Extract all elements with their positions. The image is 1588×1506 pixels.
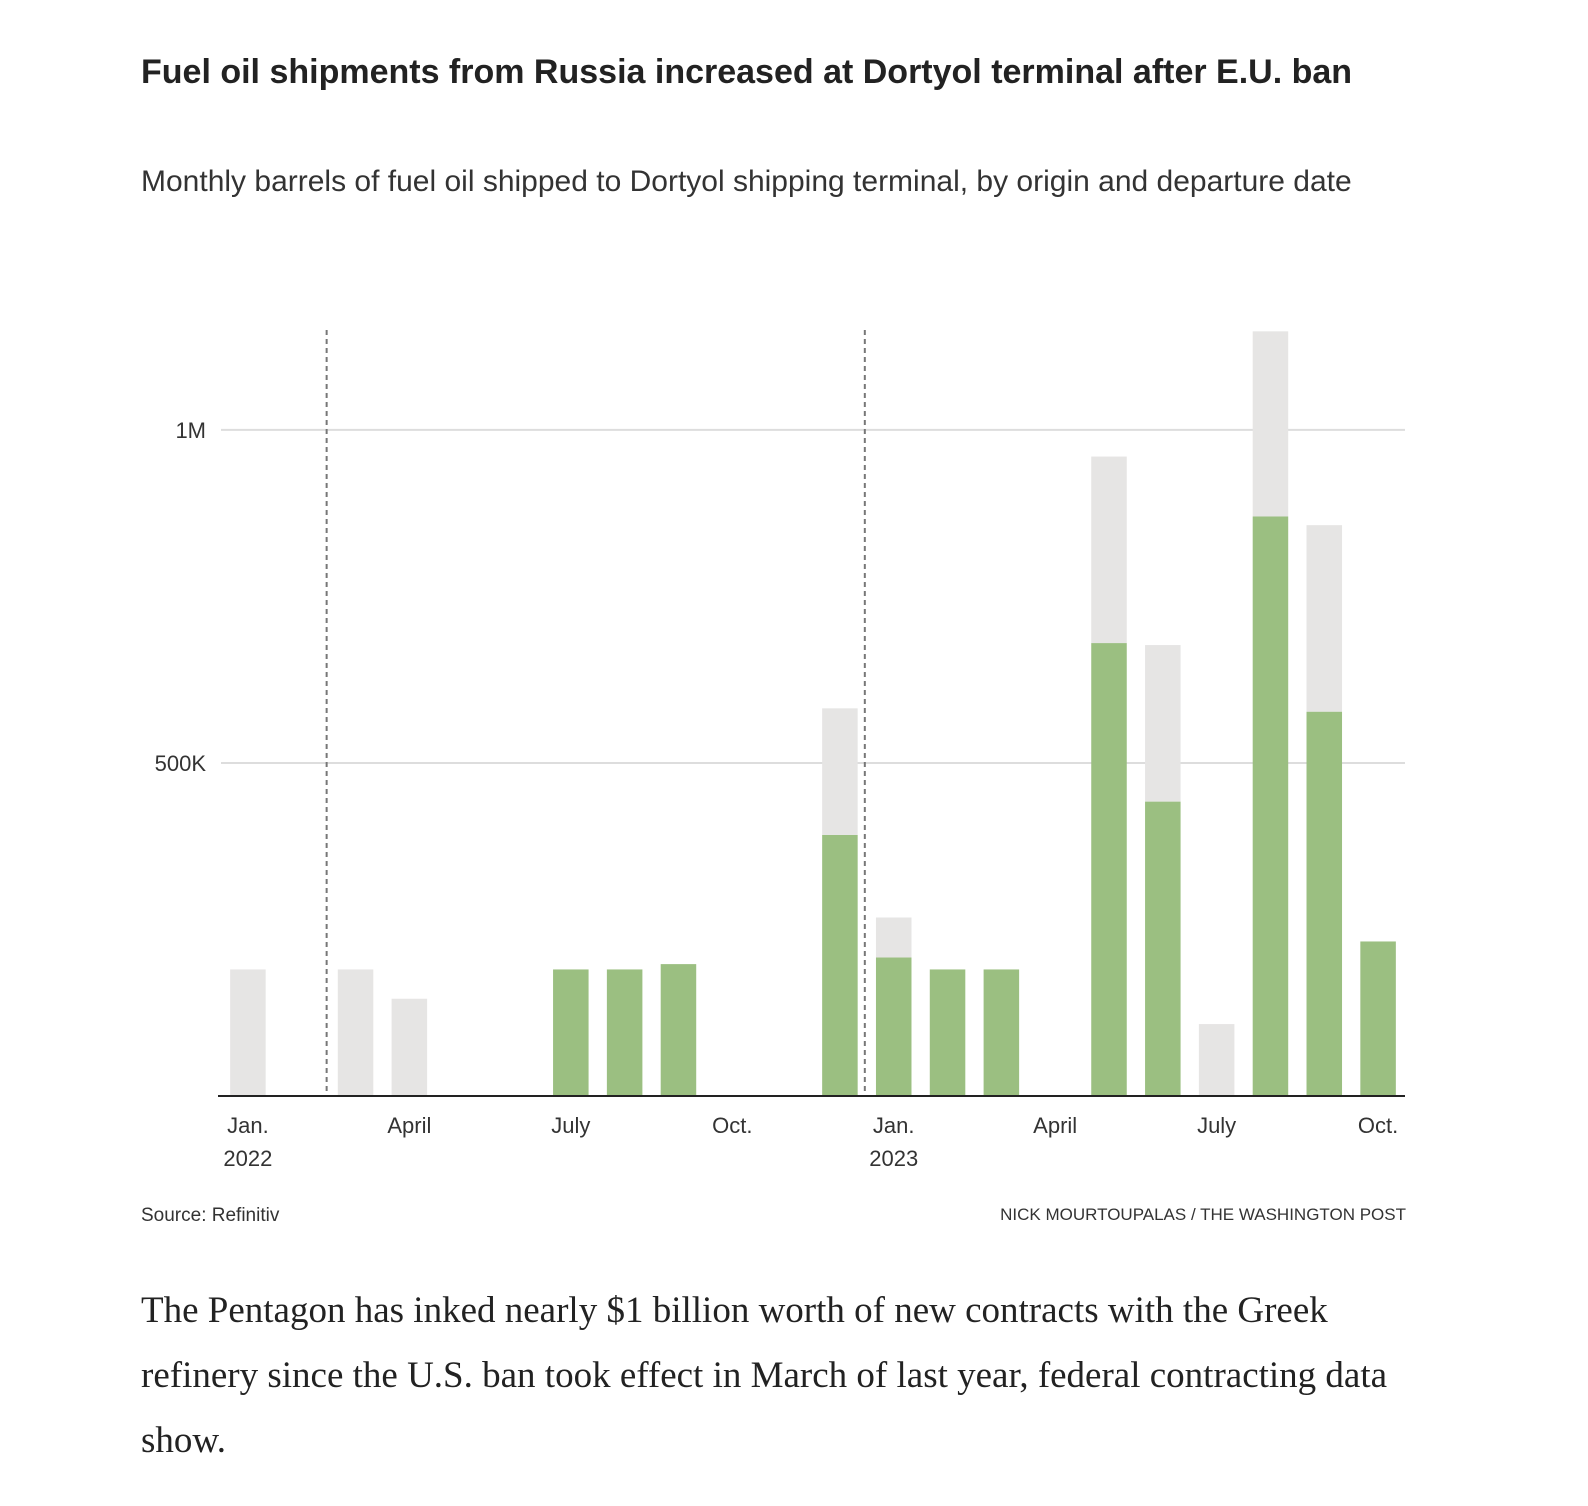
x-tick-label: Oct.	[1358, 1113, 1398, 1138]
bar-russia-2023-03	[983, 969, 1020, 1096]
credit-line: Nick Mourtoupalas / The Washington Post	[1000, 1205, 1406, 1224]
bar-other-2023-05	[1091, 456, 1127, 644]
chart-title: Fuel oil shipments from Russia increased…	[141, 53, 1353, 91]
x-tick-year-label: 2023	[869, 1146, 918, 1171]
article-paragraph: The Pentagon has inked nearly $1 billion…	[141, 1290, 1388, 1461]
x-tick-label: Jan.	[227, 1113, 269, 1138]
y-tick-label: 1M	[175, 418, 206, 443]
x-tick-labels: Jan. 2022 April July Oct. Jan. 2023 April July Oc…	[223, 1113, 1398, 1171]
reference-lines	[325, 330, 866, 1096]
bar-other-2022-12	[822, 708, 858, 835]
x-tick-label: April	[387, 1113, 431, 1138]
bar-russia-2022-08	[606, 969, 643, 1096]
bar-other-2022-01	[230, 969, 266, 1096]
bar-chart: 500K 1M Jan. 2022 April July Oct. Jan. 2023 Apri…	[155, 330, 1405, 1171]
bar-other-2023-09	[1306, 525, 1343, 712]
bar-other-2023-01	[875, 917, 912, 958]
bar-other-2022-03	[337, 969, 374, 1096]
bar-other-2023-08	[1252, 331, 1289, 517]
x-tick-label: Jan.	[873, 1113, 915, 1138]
bar-russia-2023-08	[1252, 516, 1289, 1096]
source-note: Source: Refinitiv	[141, 1205, 280, 1226]
bar-russia-2023-01	[875, 957, 912, 1096]
bars	[230, 331, 1396, 1096]
x-tick-label: Oct.	[712, 1113, 752, 1138]
bar-russia-2023-09	[1306, 711, 1343, 1096]
bar-other-2022-04	[391, 998, 428, 1096]
chart-subtitle: Monthly barrels of fuel oil shipped to D…	[141, 165, 1352, 198]
bar-russia-2023-05	[1091, 643, 1127, 1096]
gridlines	[221, 428, 1405, 764]
bar-russia-2023-02	[929, 969, 966, 1096]
bar-other-2023-06	[1145, 645, 1181, 802]
bar-russia-2022-07	[553, 969, 589, 1096]
bar-russia-2023-06	[1145, 801, 1181, 1096]
y-tick-labels: 500K 1M	[155, 418, 207, 776]
bar-russia-2022-09	[660, 964, 697, 1096]
x-tick-year-label: 2022	[223, 1146, 272, 1171]
y-tick-label: 500K	[155, 751, 207, 776]
bar-russia-2022-12	[822, 834, 858, 1096]
x-tick-label: July	[1197, 1113, 1236, 1138]
bar-russia-2023-10	[1360, 941, 1396, 1096]
x-tick-label: July	[551, 1113, 590, 1138]
x-tick-label: April	[1033, 1113, 1077, 1138]
bar-other-2023-07	[1198, 1024, 1235, 1096]
